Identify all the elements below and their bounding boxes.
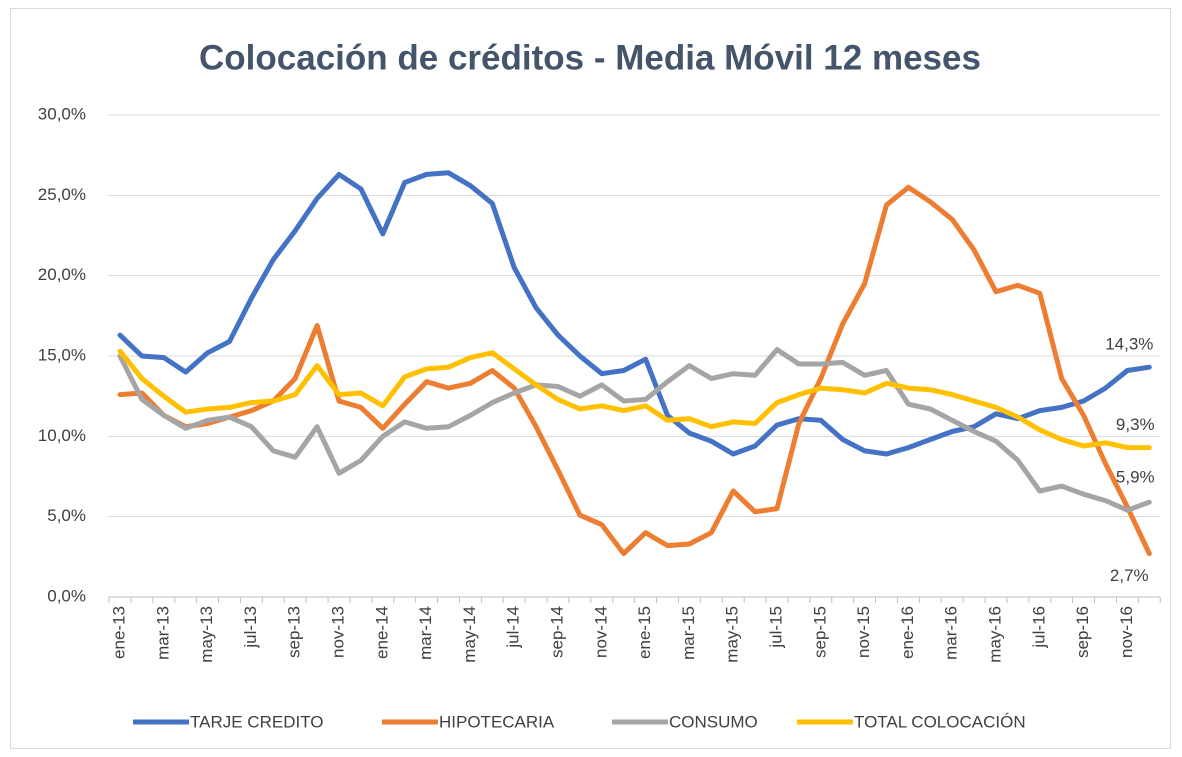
x-tick-label: ene-13 [109,606,128,659]
y-tick-label: 20,0% [38,265,86,284]
x-tick-label: sep-13 [285,606,304,658]
x-tick-label: mar-13 [153,606,172,660]
x-tick-label: may-14 [460,606,479,663]
y-tick-label: 5,0% [47,506,86,525]
x-tick-label: jul-15 [766,606,785,649]
data-label: 2,7% [1110,566,1149,585]
x-tick-label: nov-13 [328,606,347,658]
series-line [117,348,1152,451]
x-tick-label: may-13 [197,606,216,663]
x-tick-label: jul-16 [1029,606,1048,649]
legend-label: HIPOTECARIA [439,712,555,731]
x-tick-label: mar-15 [679,606,698,660]
x-tick-label: sep-14 [547,606,566,658]
x-tick-label: ene-14 [372,606,391,659]
data-label: 5,9% [1116,468,1155,487]
y-tick-label: 30,0% [38,104,86,123]
x-tick-label: mar-16 [942,606,961,660]
x-tick-label: jul-14 [504,606,523,649]
chart-title: Colocación de créditos - Media Móvil 12 … [199,38,981,77]
x-tick-label: mar-14 [416,606,435,660]
x-tick-label: nov-16 [1117,606,1136,658]
legend-label: TARJE CREDITO [190,712,324,731]
x-tick-label: sep-15 [810,606,829,658]
legend-label: CONSUMO [669,712,758,731]
x-tick-label: may-16 [985,606,1004,663]
legend-label: TOTAL COLOCACIÓN [854,712,1026,731]
y-tick-label: 0,0% [47,586,86,605]
x-tick-label: ene-15 [635,606,654,659]
y-tick-label: 15,0% [38,345,86,364]
x-tick-label: nov-15 [854,606,873,658]
y-tick-label: 25,0% [38,185,86,204]
x-tick-label: sep-16 [1073,606,1092,658]
y-tick-label: 10,0% [38,426,86,445]
x-tick-label: nov-14 [591,606,610,658]
x-tick-label: may-15 [723,606,742,663]
data-label: 14,3% [1105,335,1153,354]
series-line [117,184,1152,557]
series-line [117,170,1152,457]
x-tick-label: ene-16 [898,606,917,659]
series-line [117,347,1152,513]
data-label: 9,3% [1116,415,1155,434]
chart-frame [10,8,1171,749]
x-tick-label: jul-13 [241,606,260,649]
